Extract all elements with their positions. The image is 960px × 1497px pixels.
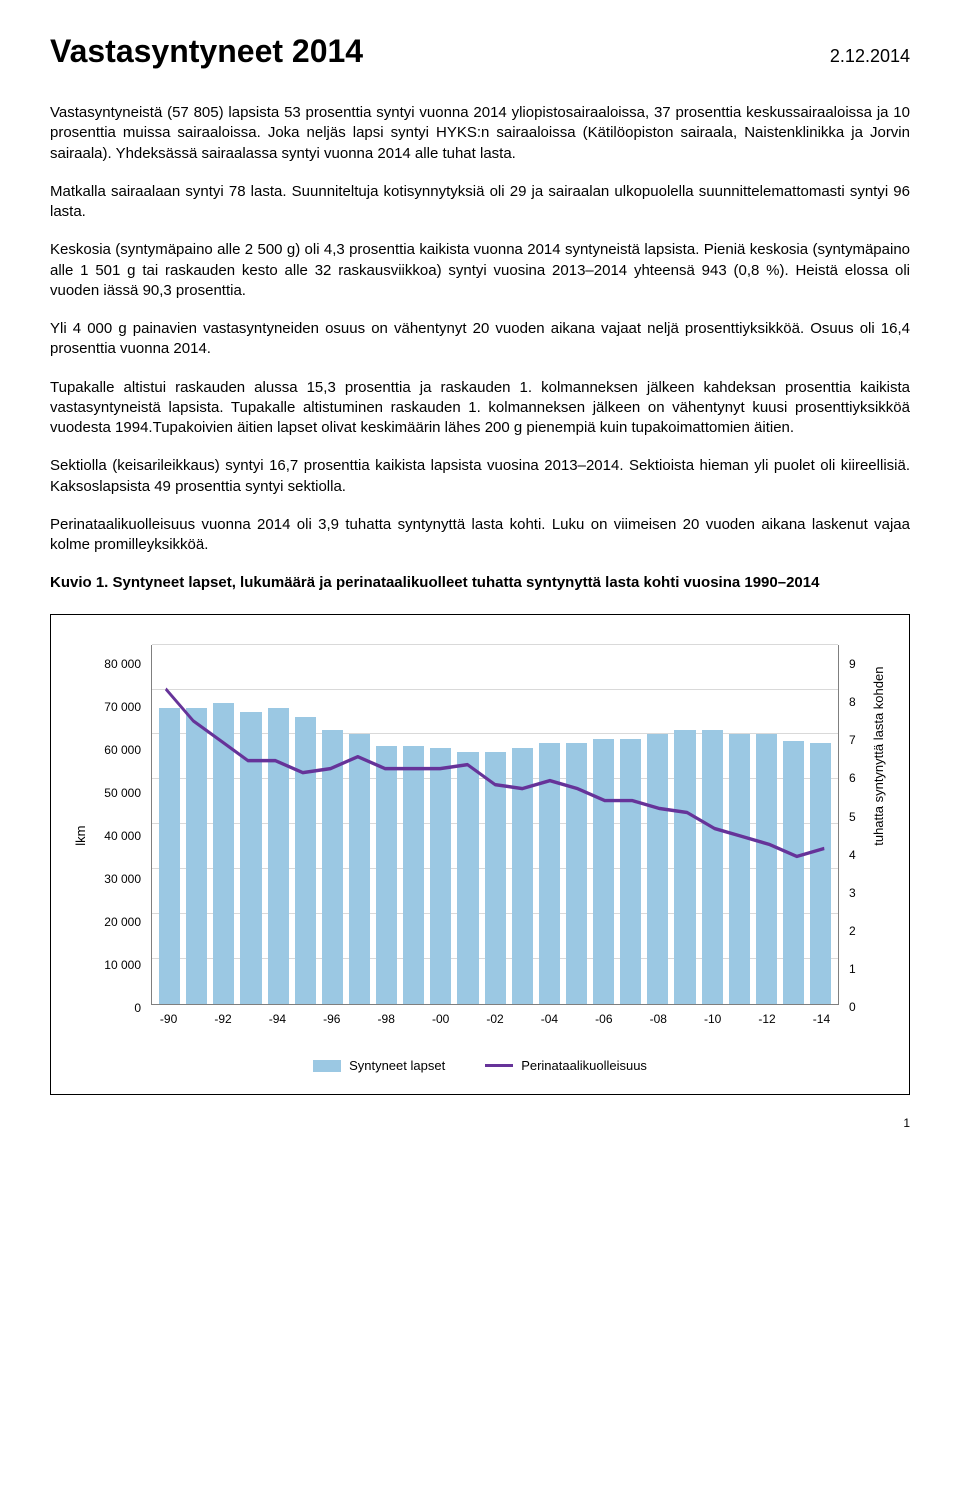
x-tick	[563, 1011, 590, 1027]
y-left-tick: 70 000	[104, 699, 141, 715]
x-tick	[509, 1011, 536, 1027]
legend-bar-label: Syntyneet lapset	[349, 1057, 445, 1075]
x-tick: -06	[590, 1011, 617, 1027]
header: Vastasyntyneet 2014 2.12.2014	[50, 30, 910, 73]
page-title: Vastasyntyneet 2014	[50, 30, 363, 73]
figure-title: Kuvio 1. Syntyneet lapset, lukumäärä ja …	[50, 573, 910, 593]
x-tick: -00	[427, 1011, 454, 1027]
x-tick: -96	[318, 1011, 345, 1027]
y-axis-left-wrap: lkm 0 10 000 20 000 30 000 40 000 50 000 60 00…	[71, 645, 151, 1027]
paragraph: Perinataalikuolleisuus vuonna 2014 oli 3…	[50, 515, 910, 556]
y-left-tick: 10 000	[104, 957, 141, 973]
y-axis-left: 0 10 000 20 000 30 000 40 000 50 000 60 000 70 …	[91, 656, 151, 1016]
y-left-tick: 40 000	[104, 828, 141, 844]
paragraph: Yli 4 000 g painavien vastasyntyneiden o…	[50, 319, 910, 360]
y-right-tick: 2	[849, 923, 856, 939]
x-tick	[672, 1011, 699, 1027]
legend: Syntyneet lapset Perinataalikuolleisuus	[71, 1057, 889, 1075]
y-right-tick: 9	[849, 656, 856, 672]
legend-line-label: Perinataalikuolleisuus	[521, 1057, 647, 1075]
y-right-tick: 5	[849, 809, 856, 825]
x-tick	[726, 1011, 753, 1027]
y-right-tick: 8	[849, 694, 856, 710]
x-tick	[454, 1011, 481, 1027]
y-left-tick: 80 000	[104, 656, 141, 672]
x-tick	[617, 1011, 644, 1027]
y-left-tick: 50 000	[104, 785, 141, 801]
y-axis-right: 0 1 2 3 4 5 6 7 8 9	[839, 656, 869, 1016]
y-right-tick: 3	[849, 885, 856, 901]
plot-wrap: -90 -92 -94 -96 -98 -00 -02 -04 -06 -08 -10 -12 -14	[151, 645, 839, 1027]
y-left-tick: 30 000	[104, 871, 141, 887]
x-tick	[400, 1011, 427, 1027]
plot	[151, 645, 839, 1005]
y-axis-right-label: tuhatta syntynyttä lasta kohden	[870, 826, 888, 846]
legend-item-line: Perinataalikuolleisuus	[485, 1057, 647, 1075]
y-right-tick: 1	[849, 961, 856, 977]
y-right-tick: 6	[849, 770, 856, 786]
x-tick: -94	[264, 1011, 291, 1027]
paragraph: Sektiolla (keisarileikkaus) syntyi 16,7 …	[50, 456, 910, 497]
y-left-tick: 60 000	[104, 742, 141, 758]
x-axis: -90 -92 -94 -96 -98 -00 -02 -04 -06 -08 -10 -12 -14	[151, 1011, 839, 1027]
x-tick	[291, 1011, 318, 1027]
y-axis-left-label: lkm	[72, 826, 90, 846]
x-tick: -04	[536, 1011, 563, 1027]
legend-item-bar: Syntyneet lapset	[313, 1057, 445, 1075]
paragraph: Keskosia (syntymäpaino alle 2 500 g) oli…	[50, 240, 910, 301]
legend-line-swatch	[485, 1064, 513, 1067]
paragraph: Vastasyntyneistä (57 805) lapsista 53 pr…	[50, 103, 910, 164]
page-number: 1	[50, 1115, 910, 1131]
x-tick	[345, 1011, 372, 1027]
x-tick: -12	[753, 1011, 780, 1027]
y-axis-right-wrap: 0 1 2 3 4 5 6 7 8 9 tuhatta syntynyttä lasta kohd…	[839, 645, 889, 1027]
line-overlay	[152, 645, 838, 1004]
x-tick	[237, 1011, 264, 1027]
x-tick: -98	[373, 1011, 400, 1027]
x-tick: -08	[645, 1011, 672, 1027]
paragraph: Tupakalle altistui raskauden alussa 15,3…	[50, 378, 910, 439]
x-tick: -02	[481, 1011, 508, 1027]
report-date: 2.12.2014	[830, 44, 910, 68]
y-right-tick: 0	[849, 999, 856, 1015]
x-tick: -92	[209, 1011, 236, 1027]
paragraph: Matkalla sairaalaan syntyi 78 lasta. Suu…	[50, 182, 910, 223]
x-tick: -10	[699, 1011, 726, 1027]
y-right-tick: 7	[849, 732, 856, 748]
chart-area: lkm 0 10 000 20 000 30 000 40 000 50 000 60 00…	[71, 645, 889, 1027]
x-tick	[781, 1011, 808, 1027]
x-tick	[182, 1011, 209, 1027]
chart-container: lkm 0 10 000 20 000 30 000 40 000 50 000 60 00…	[50, 614, 910, 1096]
trend-line	[166, 689, 825, 857]
y-left-tick: 0	[134, 1000, 141, 1016]
x-tick: -14	[808, 1011, 835, 1027]
y-left-tick: 20 000	[104, 914, 141, 930]
y-right-tick: 4	[849, 847, 856, 863]
x-tick: -90	[155, 1011, 182, 1027]
legend-bar-swatch	[313, 1060, 341, 1072]
